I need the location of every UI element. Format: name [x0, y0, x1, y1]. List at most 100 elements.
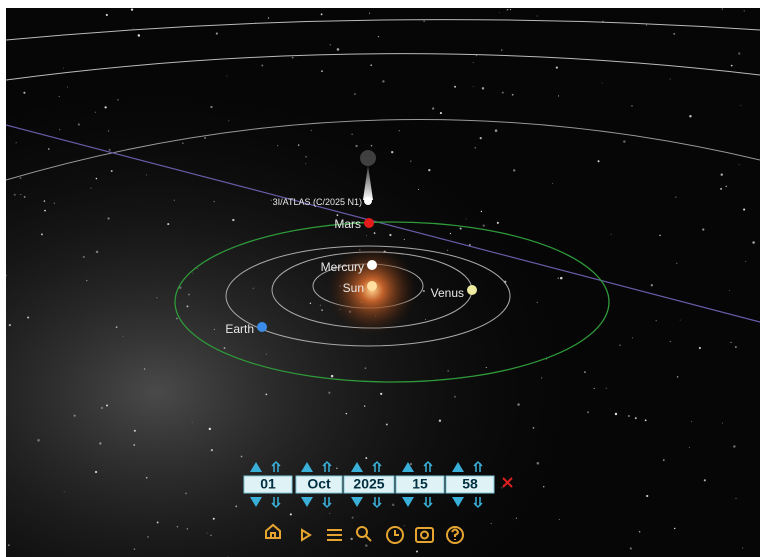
- star: [473, 86, 474, 87]
- star: [495, 129, 498, 132]
- star: [628, 415, 630, 417]
- star: [188, 294, 190, 296]
- star: [389, 234, 391, 236]
- star: [311, 130, 313, 132]
- star: [310, 303, 311, 304]
- comet[interactable]: [364, 197, 372, 205]
- star: [560, 277, 563, 280]
- star: [720, 188, 722, 190]
- star: [117, 99, 118, 100]
- star: [674, 528, 675, 529]
- star: [83, 256, 85, 258]
- star: [733, 445, 735, 447]
- star: [382, 80, 384, 82]
- star: [630, 547, 632, 549]
- star: [106, 14, 108, 16]
- star: [321, 70, 323, 72]
- star: [635, 417, 637, 419]
- star: [440, 112, 442, 114]
- star: [423, 21, 424, 22]
- star: [9, 324, 11, 326]
- mars[interactable]: [364, 218, 374, 228]
- star: [399, 130, 400, 131]
- star: [410, 160, 411, 161]
- star: [735, 498, 736, 499]
- star: [95, 471, 97, 473]
- star: [481, 211, 482, 212]
- star: [454, 86, 456, 88]
- star: [320, 305, 321, 306]
- star: [598, 160, 600, 162]
- star: [277, 145, 278, 146]
- date-field[interactable]: 01: [260, 476, 276, 492]
- star: [14, 194, 16, 196]
- star: [210, 106, 212, 108]
- body-label: Earth: [225, 322, 254, 336]
- star: [689, 115, 691, 117]
- star: [226, 75, 227, 76]
- star: [364, 405, 365, 406]
- star: [735, 346, 737, 348]
- earth[interactable]: [257, 322, 267, 332]
- star: [271, 200, 272, 201]
- star: [329, 513, 330, 514]
- star: [351, 134, 352, 135]
- star: [659, 235, 660, 236]
- star: [106, 405, 108, 407]
- star: [656, 320, 657, 321]
- star: [147, 536, 148, 537]
- star: [174, 200, 175, 201]
- star: [44, 210, 46, 212]
- star: [460, 227, 462, 229]
- sun[interactable]: [367, 281, 377, 291]
- star: [268, 17, 269, 18]
- star: [512, 94, 514, 96]
- star: [537, 302, 538, 303]
- star: [473, 62, 474, 63]
- star: [474, 147, 476, 149]
- star: [44, 200, 45, 201]
- star: [27, 316, 29, 318]
- star: [482, 87, 484, 89]
- star: [673, 33, 675, 35]
- star: [59, 129, 60, 130]
- star: [74, 415, 76, 417]
- star: [204, 137, 206, 139]
- star: [691, 421, 692, 422]
- star: [380, 393, 382, 395]
- star: [497, 222, 499, 224]
- star: [556, 66, 558, 68]
- star: [537, 16, 538, 17]
- star: [167, 223, 169, 225]
- star: [24, 196, 26, 198]
- star: [391, 151, 393, 153]
- date-field[interactable]: 2025: [353, 476, 384, 492]
- star: [111, 170, 113, 172]
- star: [740, 105, 741, 106]
- star: [337, 48, 340, 51]
- star: [619, 344, 621, 346]
- star: [59, 96, 60, 97]
- star: [552, 183, 553, 184]
- star: [134, 430, 136, 432]
- mercury[interactable]: [367, 260, 377, 270]
- star: [499, 12, 500, 13]
- star: [90, 188, 91, 189]
- star: [213, 518, 215, 520]
- star: [292, 57, 294, 59]
- date-field[interactable]: 15: [412, 476, 428, 492]
- star: [228, 120, 229, 121]
- star: [20, 177, 22, 179]
- star: [8, 544, 10, 546]
- star: [133, 444, 135, 446]
- star: [447, 370, 449, 372]
- date-field[interactable]: 58: [462, 476, 478, 492]
- star: [336, 467, 338, 469]
- venus[interactable]: [467, 285, 477, 295]
- star: [107, 217, 109, 219]
- star: [211, 449, 213, 451]
- date-field[interactable]: Oct: [307, 476, 331, 492]
- body-label: Mercury: [321, 260, 364, 274]
- star: [507, 9, 509, 11]
- star: [558, 95, 559, 96]
